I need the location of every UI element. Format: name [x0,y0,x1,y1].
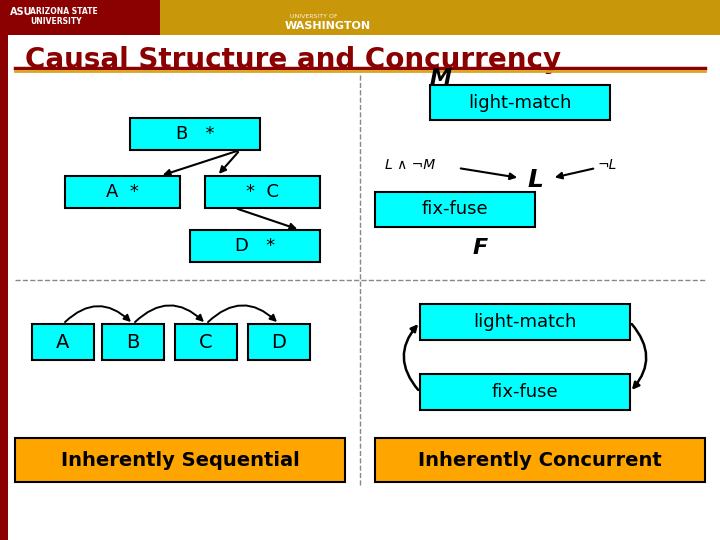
Text: D   *: D * [235,237,275,255]
Text: B: B [126,333,140,352]
Text: UNIVERSITY: UNIVERSITY [30,17,81,25]
Text: Causal Structure and Concurrency: Causal Structure and Concurrency [25,46,561,74]
Bar [175,324,237,360]
Text: C: C [199,333,213,352]
Text: ASU: ASU [10,7,32,17]
Text: *  C: * C [246,183,279,201]
Bar [420,304,630,340]
Bar [420,374,630,410]
Bar [248,324,310,360]
Text: fix-fuse: fix-fuse [422,200,488,219]
Text: WASHINGTON: WASHINGTON [285,21,371,31]
Text: UNIVERSITY OF: UNIVERSITY OF [290,14,338,18]
Text: fix-fuse: fix-fuse [492,383,558,401]
Bar [0,0,720,35]
Text: L: L [527,168,543,192]
Bar [375,438,705,482]
Text: A  *: A * [106,183,139,201]
Text: Inherently Concurrent: Inherently Concurrent [418,450,662,469]
Bar [65,176,180,208]
Bar [430,85,610,120]
Text: light-match: light-match [468,93,572,111]
Text: F: F [472,238,487,258]
Text: A: A [56,333,70,352]
Text: ARIZONA STATE: ARIZONA STATE [30,8,98,17]
Text: B   *: B * [176,125,215,143]
Text: L ∧ ¬M: L ∧ ¬M [385,158,436,172]
Text: light-match: light-match [473,313,577,331]
Text: ¬L: ¬L [598,158,617,172]
Bar [15,438,345,482]
Text: M: M [430,68,452,88]
Bar [102,324,164,360]
Text: D: D [271,333,287,352]
Bar [375,192,535,227]
Bar [190,230,320,262]
Text: Inherently Sequential: Inherently Sequential [60,450,300,469]
Bar [32,324,94,360]
Bar [0,0,160,35]
Bar [0,35,8,540]
Bar [205,176,320,208]
Bar [130,118,260,150]
